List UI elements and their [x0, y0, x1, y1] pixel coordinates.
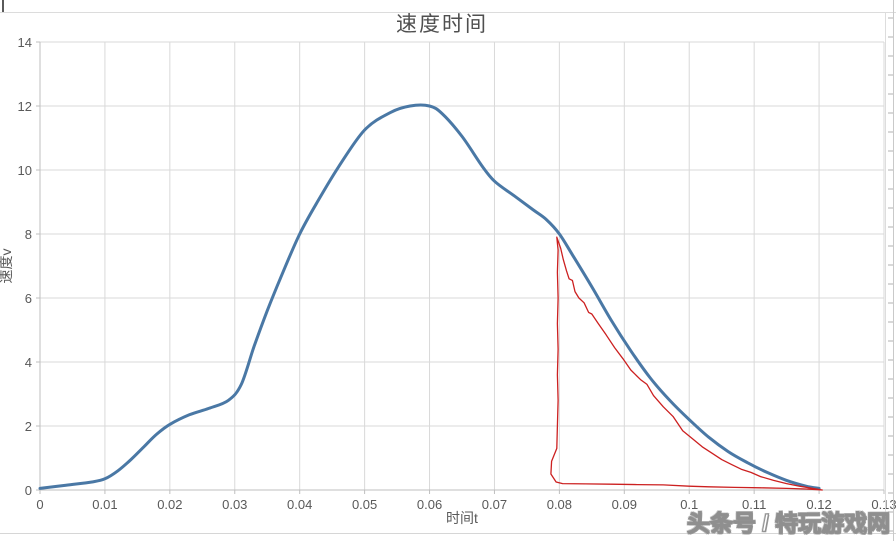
y-tick-label: 10	[18, 163, 32, 178]
frame-top-border	[0, 12, 896, 13]
x-tick-label: 0.1	[680, 497, 698, 512]
frame-bottom-border	[0, 533, 896, 534]
y-tick-label: 14	[18, 35, 32, 50]
x-tick-label: 0.03	[222, 497, 247, 512]
y-tick-label: 8	[25, 227, 32, 242]
x-tick-label: 0.01	[92, 497, 117, 512]
x-tick-label: 0.06	[417, 497, 442, 512]
hand-drawn-area-outline	[550, 236, 823, 491]
x-tick-label: 0	[36, 497, 43, 512]
x-tick-label: 0.05	[352, 497, 377, 512]
y-tick-label: 6	[25, 291, 32, 306]
frame-corner-mark	[2, 0, 4, 12]
y-tick-label: 12	[18, 99, 32, 114]
y-tick-label: 2	[25, 419, 32, 434]
x-tick-label: 0.09	[612, 497, 637, 512]
frame-right-outer-border	[893, 0, 894, 541]
x-tick-label: 0.12	[806, 497, 831, 512]
chart-title: 速度时间	[396, 12, 488, 36]
x-tick-label: 0.11	[742, 497, 766, 512]
x-axis-title: 时间t	[446, 510, 478, 526]
frame-right-ruler-ticks	[888, 0, 893, 541]
x-tick-label: 0.02	[157, 497, 182, 512]
velocity-time-curve	[38, 103, 821, 490]
x-tick-label: 0.04	[287, 497, 312, 512]
y-tick-label: 0	[25, 483, 32, 498]
watermark-text: 头条号 / 特玩游戏网	[686, 510, 890, 537]
x-tick-label: 0.08	[547, 497, 572, 512]
y-axis-title: 速度v	[0, 248, 14, 284]
x-tick-label: 0.07	[482, 497, 507, 512]
frame-right-inner-border	[885, 12, 886, 533]
y-tick-label: 4	[25, 355, 32, 370]
